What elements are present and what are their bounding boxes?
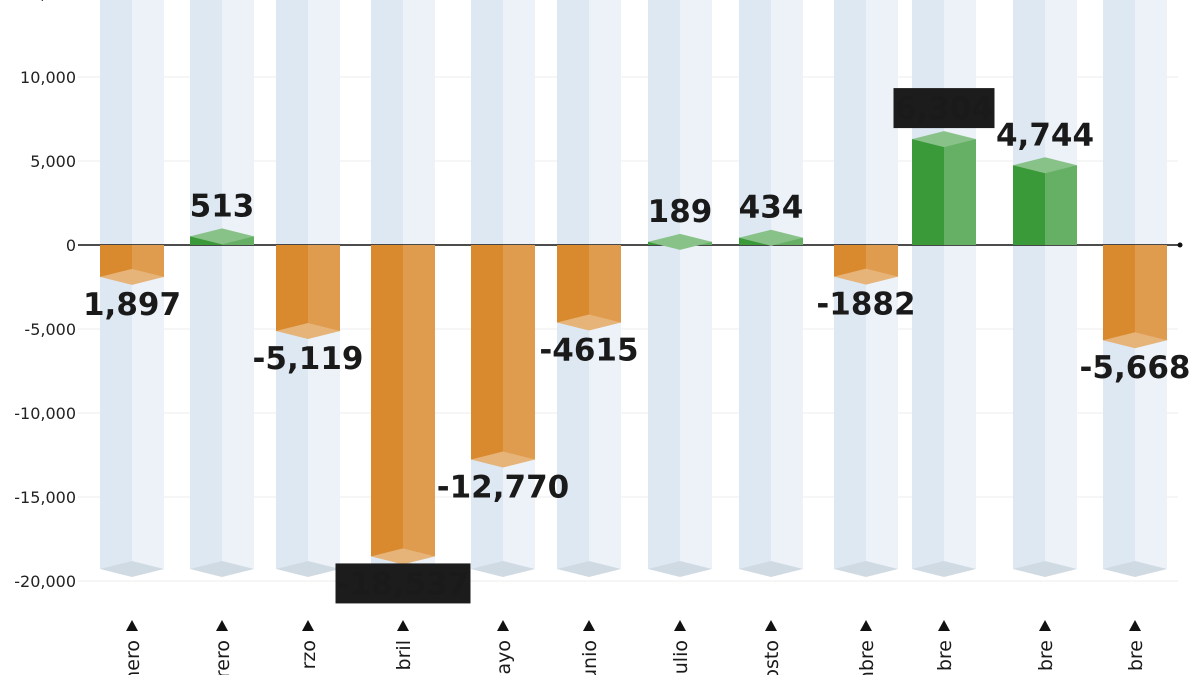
- data-label: -1882: [816, 287, 915, 323]
- y-tick-label: 15,000: [20, 0, 76, 3]
- category-label: rero: [212, 640, 234, 675]
- y-tick-label: 5,000: [30, 152, 76, 171]
- data-bar: [1103, 245, 1167, 349]
- highlight-label-box: [893, 88, 995, 129]
- category-label: rzo: [298, 640, 320, 669]
- y-tick-label: -20,000: [14, 572, 76, 591]
- category-label: unio: [579, 640, 601, 675]
- highlight-label-box: [335, 563, 471, 604]
- category-marker: [216, 620, 228, 631]
- y-tick-label: 0: [66, 236, 76, 255]
- data-bar: [471, 245, 535, 468]
- data-label: 1,897: [83, 287, 181, 323]
- ghost-bar: [190, 0, 254, 577]
- data-label: -12,770: [437, 470, 570, 506]
- data-bar: [912, 131, 976, 245]
- data-label: -18,537: [337, 566, 470, 602]
- ghost-bar: [739, 0, 803, 577]
- category-label: nero: [122, 640, 144, 675]
- data-label: -4615: [539, 333, 638, 369]
- data-label: 6,304: [895, 91, 993, 127]
- category-label: mbre: [856, 640, 878, 675]
- ghost-bar: [912, 0, 976, 577]
- category-label: bre: [1125, 640, 1147, 671]
- ghost-bar: [648, 0, 712, 577]
- data-label: 513: [190, 188, 255, 224]
- ghost-bar: [100, 0, 164, 577]
- category-marker: [938, 620, 950, 631]
- category-marker: [765, 620, 777, 631]
- y-tick-label: -15,000: [14, 488, 76, 507]
- category-label: ayo: [493, 640, 515, 675]
- data-label: 189: [648, 194, 713, 230]
- category-label: bril: [393, 640, 415, 670]
- data-bar: [100, 245, 164, 285]
- data-bar: [648, 233, 712, 250]
- data-label: -5,119: [253, 341, 364, 377]
- category-marker: [860, 620, 872, 631]
- category-marker: [126, 620, 138, 631]
- axis-end-dot: [1177, 242, 1183, 248]
- category-marker: [674, 620, 686, 631]
- y-tick-label: -10,000: [14, 404, 76, 423]
- data-bar: [834, 245, 898, 285]
- category-label: bre: [934, 640, 956, 671]
- data-bar: [557, 245, 621, 331]
- data-label: 434: [739, 190, 804, 226]
- category-marker: [397, 620, 409, 631]
- category-label: bre: [1035, 640, 1057, 671]
- category-marker: [302, 620, 314, 631]
- category-marker: [1129, 620, 1141, 631]
- data-label: -5,668: [1080, 350, 1191, 386]
- data-bar: [276, 245, 340, 339]
- data-bar: [1013, 157, 1077, 245]
- category-label: ulio: [670, 640, 692, 674]
- data-bar: [190, 228, 254, 245]
- y-tick-label: -5,000: [24, 320, 76, 339]
- data-label: 4,744: [996, 117, 1094, 153]
- y-tick-label: 10,000: [20, 68, 76, 87]
- ghost-bar: [1013, 0, 1077, 577]
- data-bar: [739, 229, 803, 246]
- ghost-bar: [834, 0, 898, 577]
- category-marker: [1039, 620, 1051, 631]
- category-marker: [583, 620, 595, 631]
- data-bar: [371, 245, 435, 565]
- category-label: osto: [761, 640, 783, 675]
- category-marker: [497, 620, 509, 631]
